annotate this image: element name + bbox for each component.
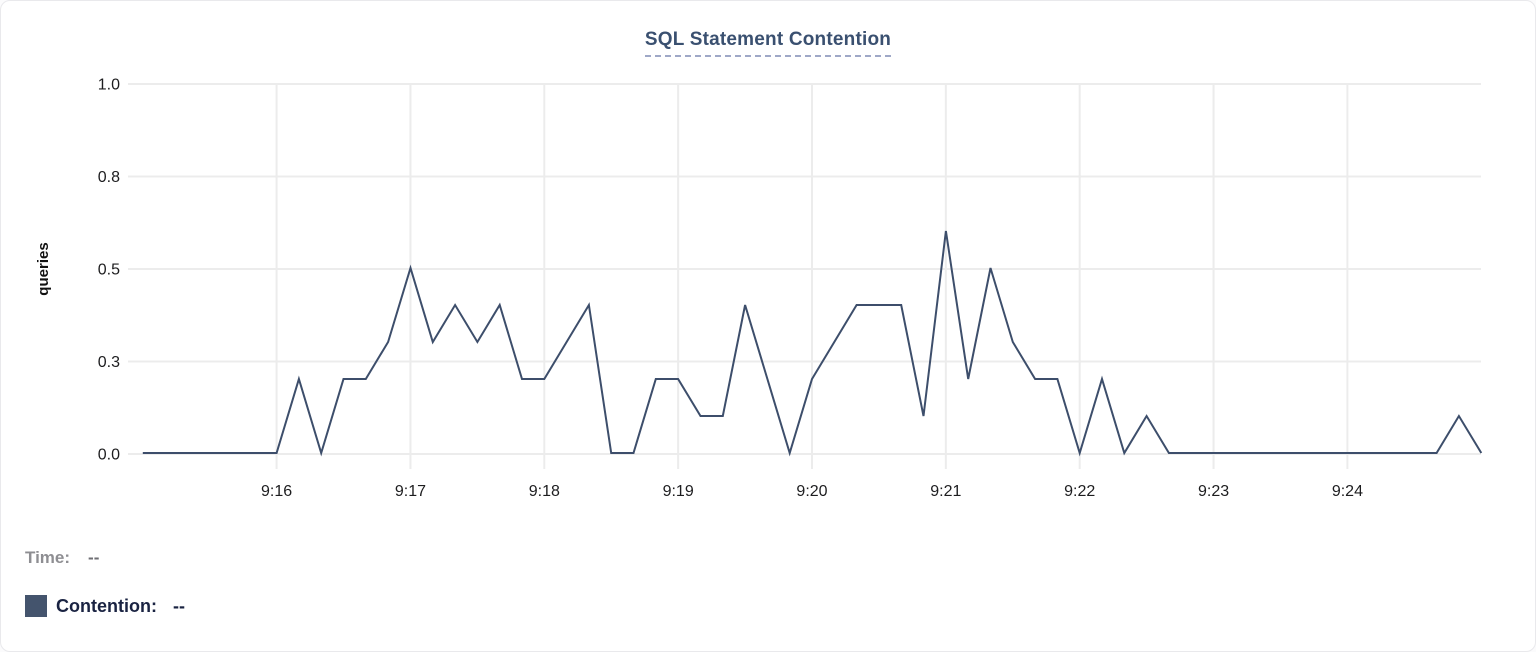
svg-text:queries: queries [35, 242, 52, 295]
svg-text:0.3: 0.3 [98, 354, 120, 371]
svg-text:0.0: 0.0 [98, 447, 120, 464]
x-axis-labels: 9:16 9:17 9:18 9:19 9:20 9:21 9:22 9:23 9:24 [261, 483, 1363, 500]
svg-text:9:24: 9:24 [1332, 483, 1363, 500]
svg-text:9:19: 9:19 [663, 483, 694, 500]
svg-text:1.0: 1.0 [98, 77, 120, 94]
chart-title[interactable]: SQL Statement Contention [644, 29, 892, 57]
chart-title-wrap: SQL Statement Contention [1, 29, 1535, 57]
series-line-group [142, 230, 1483, 457]
svg-text:9:23: 9:23 [1198, 483, 1229, 500]
time-value: -- [88, 548, 100, 567]
svg-text:9:17: 9:17 [395, 483, 426, 500]
contention-value: -- [172, 595, 185, 616]
svg-text:9:21: 9:21 [930, 483, 961, 500]
svg-text:0.5: 0.5 [98, 262, 120, 279]
legend-color-swatch [25, 595, 47, 617]
svg-text:0.8: 0.8 [98, 169, 120, 186]
svg-text:9:16: 9:16 [261, 483, 292, 500]
legend-contention-row: Contention: -- [25, 593, 185, 619]
chart-legend: Time: -- Contention: -- [25, 545, 185, 619]
svg-text:9:22: 9:22 [1064, 483, 1095, 500]
grid-vertical [275, 84, 1349, 469]
svg-text:9:18: 9:18 [529, 483, 560, 500]
time-label: Time: [25, 548, 71, 567]
contention-label: Contention: [56, 595, 157, 616]
legend-time-row: Time: -- [25, 545, 185, 571]
svg-text:9:20: 9:20 [796, 483, 827, 500]
y-axis-labels: 0.0 0.3 0.5 0.8 1.0 [98, 77, 120, 464]
grid-horizontal [128, 83, 1481, 455]
contention-chart[interactable]: 0.0 0.3 0.5 0.8 1.0 9:16 9:17 9:18 9:19 9:20 9:21… [1, 1, 1536, 516]
y-axis-title-group: queries [35, 242, 52, 295]
